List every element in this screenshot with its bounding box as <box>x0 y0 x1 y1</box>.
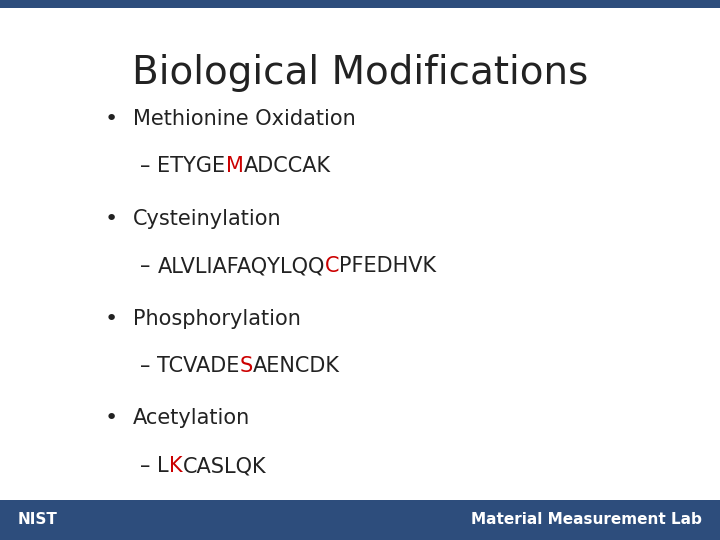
Text: K: K <box>169 456 183 476</box>
Text: •: • <box>105 208 118 229</box>
Text: L: L <box>158 456 169 476</box>
Text: Cysteinylation: Cysteinylation <box>133 208 282 229</box>
Text: Biological Modifications: Biological Modifications <box>132 54 588 92</box>
Text: •: • <box>105 408 118 429</box>
Text: M: M <box>225 156 243 177</box>
Text: PFEDHVK: PFEDHVK <box>339 256 436 276</box>
Text: S: S <box>240 356 253 376</box>
Bar <box>0 500 720 540</box>
Text: CASLQK: CASLQK <box>183 456 266 476</box>
Text: NIST: NIST <box>18 512 58 527</box>
Text: TCVADE: TCVADE <box>158 356 240 376</box>
Text: •: • <box>105 308 118 329</box>
Bar <box>0 0 720 8</box>
Text: AENCDK: AENCDK <box>253 356 340 376</box>
Text: –: – <box>140 256 158 276</box>
Text: ALVLIAFAQYLQQ: ALVLIAFAQYLQQ <box>158 256 325 276</box>
Text: ADCCAK: ADCCAK <box>243 156 330 177</box>
Text: ETYGE: ETYGE <box>158 156 225 177</box>
Text: Material Measurement Lab: Material Measurement Lab <box>471 512 702 527</box>
Text: •: • <box>105 109 118 129</box>
Text: –: – <box>140 156 158 177</box>
Text: Phosphorylation: Phosphorylation <box>133 308 301 329</box>
Text: C: C <box>325 256 339 276</box>
Text: Methionine Oxidation: Methionine Oxidation <box>133 109 356 129</box>
Text: Acetylation: Acetylation <box>133 408 251 429</box>
Text: –: – <box>140 456 158 476</box>
Text: –: – <box>140 356 158 376</box>
